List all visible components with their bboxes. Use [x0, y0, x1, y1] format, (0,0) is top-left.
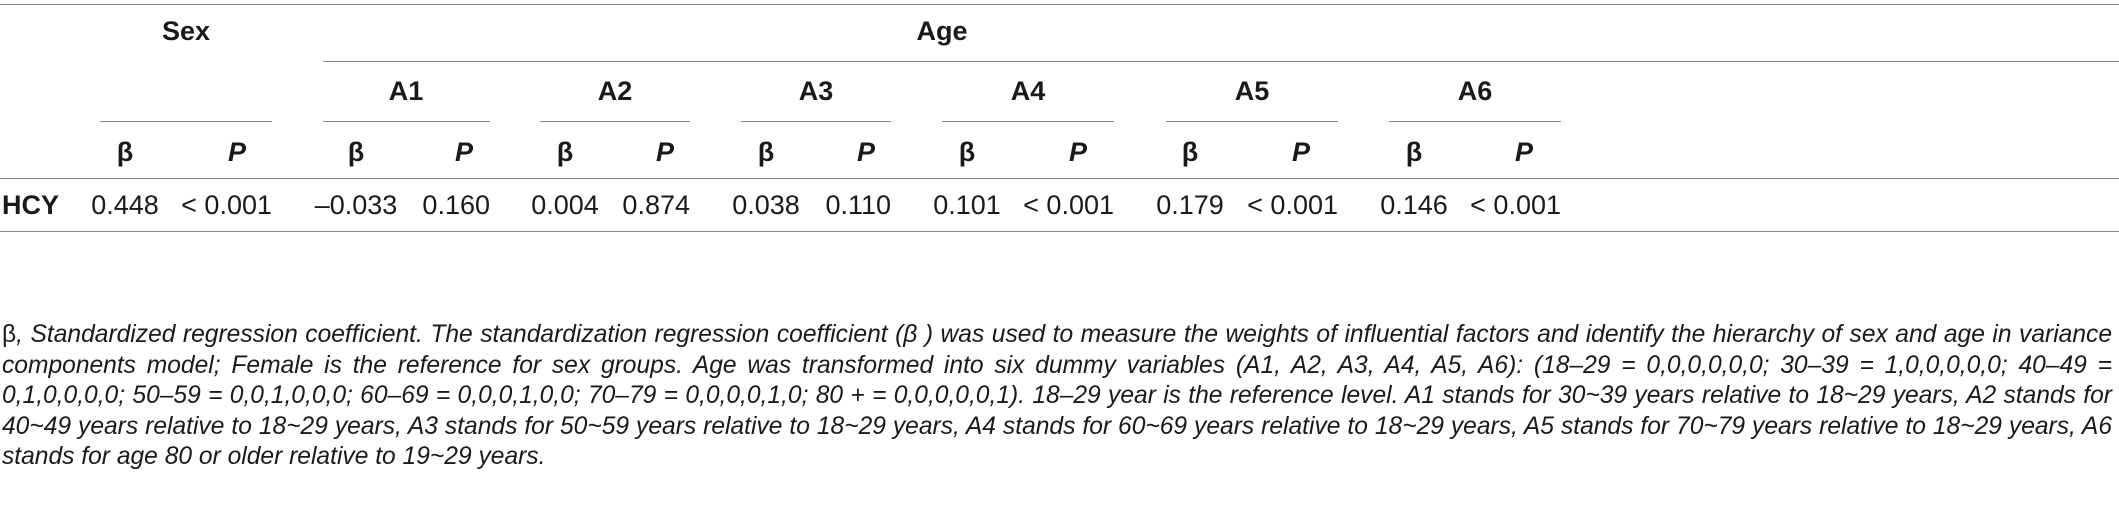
a4-p-value: < 0.001: [1023, 190, 1114, 220]
a5-beta-header: β: [1181, 137, 1199, 167]
a4-p-header: P: [1068, 137, 1088, 167]
a4-subheader-rule: [942, 121, 1114, 122]
a5-p-header: P: [1291, 137, 1311, 167]
a5-subheader-rule: [1166, 121, 1338, 122]
a2-beta-header: β: [556, 137, 574, 167]
sex-subheader-rule: [100, 121, 272, 122]
a2-p-header: P: [655, 137, 675, 167]
row-label: HCY: [2, 190, 60, 220]
a1-p-header: P: [454, 137, 474, 167]
a6-beta-header: β: [1405, 137, 1423, 167]
sex-group-header: Sex: [161, 16, 211, 46]
age-group-a6-header: A6: [1457, 76, 1493, 106]
age-group-a1-header: A1: [388, 76, 424, 106]
table-bottom-rule: [0, 231, 2119, 232]
a3-beta-value: 0.038: [732, 190, 800, 220]
age-group-a2-header: A2: [597, 76, 633, 106]
footnote-text: , Standardized regression coefficient. T…: [2, 321, 2112, 471]
a6-p-value: < 0.001: [1470, 190, 1561, 220]
a1-beta-header: β: [347, 137, 365, 167]
a3-beta-header: β: [757, 137, 775, 167]
a2-beta-value: 0.004: [531, 190, 599, 220]
a6-p-header: P: [1514, 137, 1534, 167]
age-group-a5-header: A5: [1234, 76, 1270, 106]
age-group-a4-header: A4: [1010, 76, 1046, 106]
age-group-header: Age: [916, 16, 968, 46]
a5-p-value: < 0.001: [1247, 190, 1338, 220]
a6-beta-value: 0.146: [1380, 190, 1448, 220]
age-group-rule: [323, 61, 2119, 62]
sex-p-header: P: [227, 137, 247, 167]
table-footnote: β, Standardized regression coefficient. …: [2, 320, 2112, 473]
age-group-a3-header: A3: [798, 76, 834, 106]
table-top-rule: [0, 4, 2119, 5]
a2-p-value: 0.874: [622, 190, 690, 220]
sex-p-value: < 0.001: [181, 190, 272, 220]
a2-subheader-rule: [540, 121, 690, 122]
a1-beta-value: –0.033: [314, 190, 398, 220]
a4-beta-header: β: [958, 137, 976, 167]
sex-beta-value: 0.448: [91, 190, 159, 220]
a3-p-value: 0.110: [825, 190, 891, 220]
header-bottom-rule: [0, 178, 2119, 179]
a1-p-value: 0.160: [422, 190, 490, 220]
a3-subheader-rule: [741, 121, 891, 122]
a3-p-header: P: [856, 137, 876, 167]
footnote-beta-symbol: β: [2, 321, 17, 348]
a4-beta-value: 0.101: [933, 190, 1001, 220]
a5-beta-value: 0.179: [1156, 190, 1224, 220]
a6-subheader-rule: [1389, 121, 1561, 122]
sex-beta-header: β: [116, 137, 134, 167]
a1-subheader-rule: [323, 121, 490, 122]
